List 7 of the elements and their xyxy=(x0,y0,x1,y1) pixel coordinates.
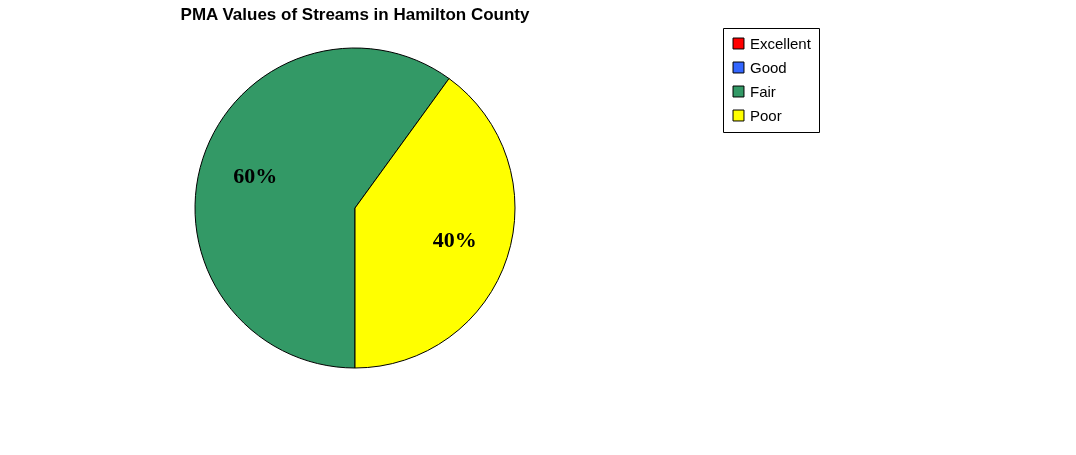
legend-label: Poor xyxy=(750,106,782,124)
legend-label: Excellent xyxy=(750,34,812,52)
legend-label: Good xyxy=(750,58,787,76)
data-label: 60% xyxy=(233,162,278,188)
chart-title: PMA Values of Streams in Hamilton County xyxy=(180,4,530,24)
data-label: 40% xyxy=(432,227,477,253)
legend-label: Fair xyxy=(750,82,776,100)
